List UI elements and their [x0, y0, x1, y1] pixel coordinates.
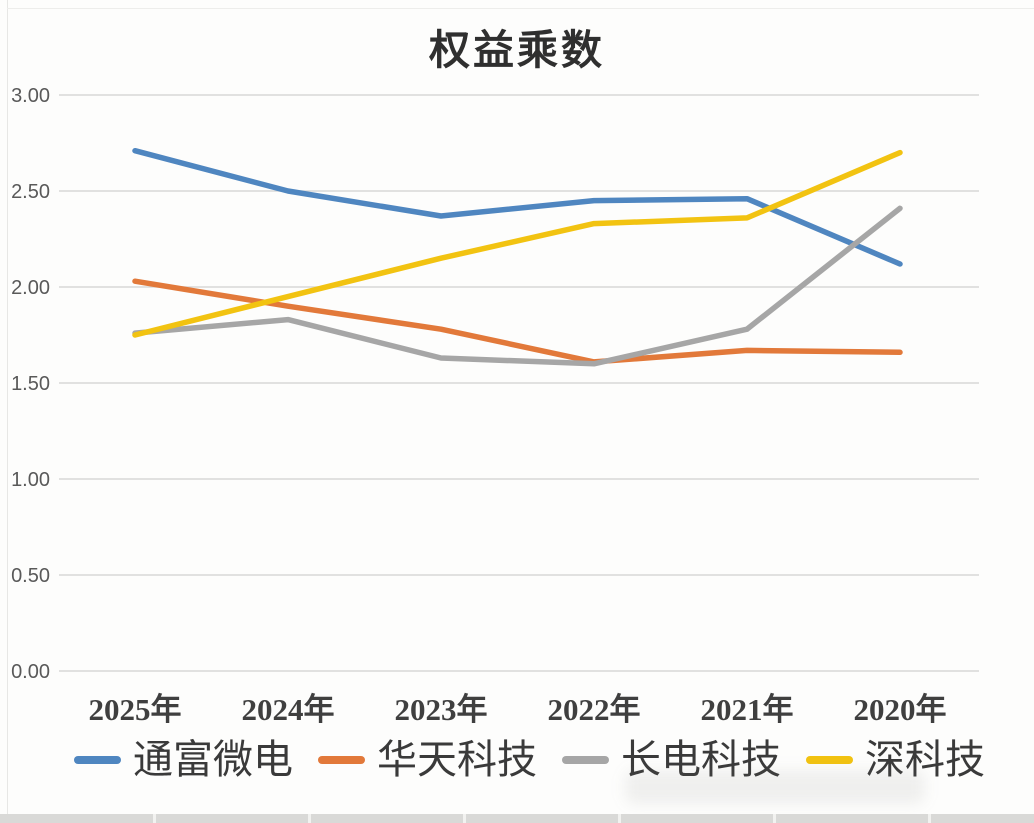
x-axis-label: 2021年 — [701, 692, 794, 727]
x-axis-label: 2025年 — [89, 692, 182, 727]
legend-label-2: 长电科技 — [621, 737, 781, 782]
y-tick-label: 1.00 — [11, 469, 50, 491]
y-tick-label: 3.00 — [11, 85, 50, 107]
legend-swatch-1 — [318, 756, 365, 764]
legend-label-0: 通富微电 — [133, 737, 293, 782]
legend-item-1: 华天科技 — [318, 740, 537, 780]
x-axis-label: 2024年 — [242, 692, 335, 727]
legend-swatch-3 — [806, 756, 853, 764]
chart-legend: 通富微电 华天科技 长电科技 深科技 — [74, 740, 1014, 780]
x-axis-label: 2022年 — [548, 692, 641, 727]
bottom-crop-strip — [0, 814, 1034, 823]
series-line-0 — [132, 147, 903, 267]
photo-edge-left-artifact — [7, 0, 8, 823]
x-axis-label: 2023年 — [395, 692, 488, 727]
y-tick-label: 1.50 — [11, 373, 50, 395]
y-tick-label: 2.50 — [11, 181, 50, 203]
x-axis-label: 2020年 — [854, 692, 947, 727]
series-line-3 — [132, 149, 903, 338]
legend-swatch-0 — [74, 756, 121, 764]
legend-item-2: 长电科技 — [562, 740, 781, 780]
y-tick-label: 0.00 — [11, 661, 50, 683]
legend-item-0: 通富微电 — [74, 740, 293, 780]
chart-title: 权益乘数 — [429, 27, 605, 73]
legend-label-1: 华天科技 — [377, 737, 537, 782]
legend-item-3: 深科技 — [806, 740, 985, 780]
y-tick-label: 0.50 — [11, 565, 50, 587]
watermark-smudge — [625, 770, 925, 804]
legend-swatch-2 — [562, 756, 609, 764]
y-tick-label: 2.00 — [11, 277, 50, 299]
series-line-2 — [132, 205, 903, 367]
photo-edge-top-artifact — [7, 8, 1034, 9]
legend-label-3: 深科技 — [865, 737, 985, 782]
